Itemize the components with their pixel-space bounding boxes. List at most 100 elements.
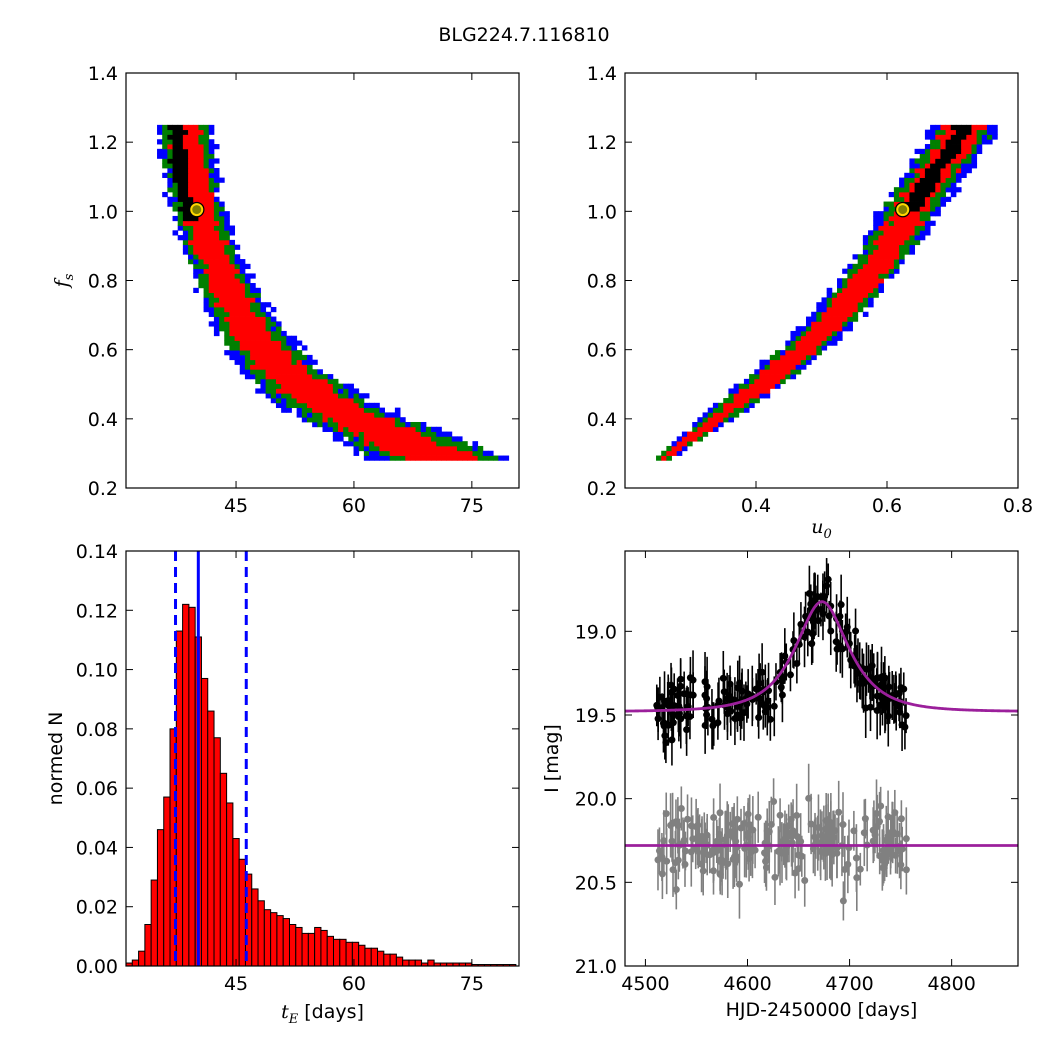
heatmap-cell-red bbox=[188, 220, 194, 226]
x-axis-label-sub: E bbox=[288, 1012, 299, 1027]
heatmap-cell-red bbox=[270, 369, 277, 375]
data-point bbox=[898, 721, 906, 729]
histogram-bar bbox=[138, 950, 146, 967]
heatmap-cell-red bbox=[208, 206, 215, 212]
data-point bbox=[770, 798, 778, 806]
heatmap-cell-red bbox=[234, 330, 241, 337]
heatmap-cell-green bbox=[188, 244, 194, 250]
heatmap-cell-red bbox=[275, 359, 282, 365]
heatmap-cell-red bbox=[425, 455, 432, 461]
heatmap-cell-red bbox=[244, 316, 251, 322]
heatmap-cell-green bbox=[255, 311, 261, 317]
heatmap-cell-blue bbox=[291, 345, 298, 351]
heatmap-cell-green bbox=[198, 273, 204, 279]
heatmap-cell-black bbox=[940, 163, 947, 169]
heatmap-cell-blue bbox=[265, 393, 272, 399]
heatmap-cell-red bbox=[343, 402, 349, 409]
heatmap-cell-red bbox=[873, 249, 879, 255]
heatmap-cell-black bbox=[177, 182, 184, 188]
heatmap-cell-black bbox=[950, 153, 957, 159]
heatmap-cell-red bbox=[296, 398, 303, 404]
heatmap-cell-green bbox=[177, 211, 184, 217]
heatmap-cell-red bbox=[919, 168, 926, 174]
heatmap-cell-blue bbox=[332, 431, 339, 437]
heatmap-cell-red bbox=[250, 345, 256, 351]
heatmap-cell-red bbox=[322, 402, 329, 409]
heatmap-cell-red bbox=[857, 287, 864, 293]
data-point bbox=[669, 866, 677, 874]
heatmap-cell-blue bbox=[826, 292, 833, 298]
heatmap-cell-blue bbox=[229, 350, 236, 356]
heatmap-cell-red bbox=[764, 378, 771, 385]
heatmap-cell-black bbox=[172, 153, 179, 159]
heatmap-cell-red bbox=[852, 278, 859, 284]
heatmap-cell-red bbox=[425, 445, 432, 452]
heatmap-cell-blue bbox=[441, 431, 448, 437]
heatmap-cell-black bbox=[188, 201, 194, 207]
heatmap-cell-green bbox=[477, 445, 484, 452]
heatmap-cell-red bbox=[379, 445, 385, 452]
heatmap-cell-green bbox=[208, 187, 215, 193]
heatmap-cell-red bbox=[955, 153, 962, 159]
heatmap-cell-red bbox=[291, 369, 298, 375]
heatmap-cell-red bbox=[425, 436, 432, 442]
heatmap-cell-red bbox=[733, 398, 740, 404]
heatmap-cell-blue bbox=[369, 455, 375, 461]
heatmap-cell-red bbox=[229, 283, 236, 289]
heatmap-cell-green bbox=[306, 407, 313, 413]
y-axis-label-main: f bbox=[51, 277, 73, 289]
heatmap-cell-blue bbox=[260, 306, 267, 313]
heatmap-cell-green bbox=[487, 455, 494, 461]
heatmap-cell-red bbox=[738, 402, 745, 409]
heatmap-cell-red bbox=[332, 402, 339, 409]
heatmap-cell-red bbox=[899, 215, 905, 222]
heatmap-cell-black bbox=[182, 168, 189, 174]
heatmap-cell-green bbox=[868, 239, 874, 246]
heatmap-cell-blue bbox=[800, 364, 807, 370]
heatmap-cell-red bbox=[873, 273, 879, 279]
heatmap-cell-red bbox=[816, 321, 822, 327]
heatmap-cell-blue bbox=[363, 455, 370, 461]
heatmap-cell-red bbox=[265, 369, 272, 375]
heatmap-cell-green bbox=[343, 393, 349, 399]
heatmap-cell-red bbox=[883, 230, 890, 236]
heatmap-cell-blue bbox=[394, 407, 401, 413]
heatmap-cell-red bbox=[224, 297, 230, 303]
heatmap-cell-green bbox=[888, 211, 895, 217]
heatmap-cell-red bbox=[425, 450, 432, 456]
data-point bbox=[836, 612, 844, 620]
heatmap-cell-blue bbox=[203, 306, 210, 313]
histogram-bar bbox=[131, 959, 140, 967]
heatmap-cell-green bbox=[358, 441, 365, 447]
heatmap-cell-red bbox=[436, 450, 442, 456]
heatmap-cell-red bbox=[213, 302, 220, 308]
histogram-bar bbox=[188, 606, 196, 967]
heatmap-cell-blue bbox=[893, 268, 900, 274]
heatmap-cell-green bbox=[224, 311, 230, 317]
heatmap-cell-black bbox=[182, 201, 189, 207]
heatmap-cell-black bbox=[182, 206, 189, 212]
heatmap-cell-red bbox=[203, 268, 210, 274]
heatmap-cell-blue bbox=[322, 422, 329, 428]
heatmap-cell-red bbox=[831, 326, 838, 332]
heatmap-cell-red bbox=[286, 378, 292, 385]
heatmap-cell-red bbox=[728, 402, 735, 409]
heatmap-cell-red bbox=[374, 441, 380, 447]
heatmap-cell-blue bbox=[795, 364, 802, 370]
heatmap-cell-red bbox=[203, 201, 210, 207]
data-point bbox=[703, 831, 711, 839]
heatmap-cell-green bbox=[198, 124, 204, 131]
heatmap-cell-red bbox=[229, 306, 236, 313]
heatmap-cell-green bbox=[940, 129, 947, 135]
heatmap-cell-green bbox=[198, 134, 204, 140]
heatmap-cell-red bbox=[811, 326, 817, 332]
heatmap-cell-red bbox=[415, 431, 422, 437]
heatmap-cell-green bbox=[306, 364, 313, 370]
heatmap-cell-red bbox=[805, 350, 812, 356]
heatmap-cell-green bbox=[219, 235, 225, 241]
heatmap-cell-green bbox=[374, 412, 380, 418]
heatmap-cell-red bbox=[239, 326, 246, 332]
heatmap-cell-red bbox=[785, 359, 791, 365]
heatmap-cell-red bbox=[878, 259, 884, 265]
data-point bbox=[876, 852, 884, 860]
